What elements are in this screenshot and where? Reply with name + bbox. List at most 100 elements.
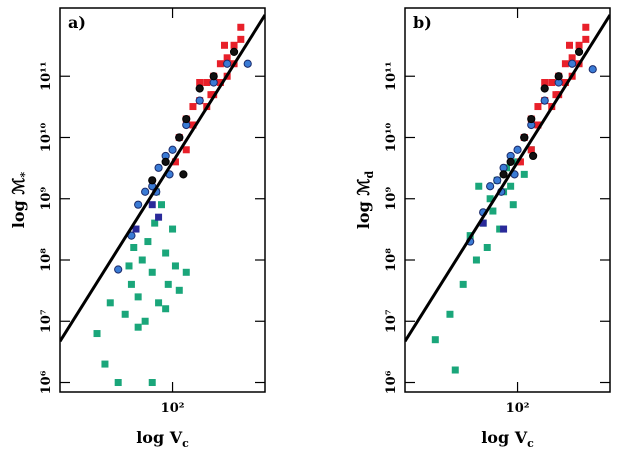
x-axis-label: log Vc xyxy=(136,428,189,450)
point xyxy=(114,379,122,387)
point xyxy=(229,47,239,56)
point xyxy=(141,187,150,196)
point xyxy=(582,23,590,31)
point xyxy=(155,299,163,307)
point xyxy=(582,35,590,43)
x-tick-label: 10² xyxy=(506,401,530,416)
point xyxy=(489,207,497,215)
y-tick-label: 10¹⁰ xyxy=(384,122,399,152)
point xyxy=(175,286,183,294)
x-axis-label: log Vc xyxy=(481,428,534,450)
point xyxy=(182,146,190,154)
point xyxy=(574,47,584,56)
point xyxy=(195,84,204,93)
point xyxy=(520,170,528,178)
panel-label: b) xyxy=(413,13,432,32)
point xyxy=(132,225,140,233)
point xyxy=(125,262,133,270)
point xyxy=(134,323,142,331)
x-axis-label-sub: c xyxy=(527,437,534,450)
point xyxy=(164,280,172,288)
y-tick-label: 10⁹ xyxy=(384,187,399,211)
y-tick-label: 10¹¹ xyxy=(384,61,399,90)
fit-line xyxy=(405,14,610,343)
point xyxy=(230,41,238,49)
point xyxy=(203,79,211,87)
point xyxy=(130,243,138,251)
y-tick-label: 10⁸ xyxy=(384,248,399,272)
point xyxy=(182,268,190,276)
point xyxy=(179,170,188,179)
point xyxy=(527,114,536,124)
y-tick-label: 10⁹ xyxy=(39,187,54,211)
y-axis-label: log ℳd xyxy=(354,171,376,230)
point xyxy=(158,201,166,209)
y-axis-label-text: log ℳ xyxy=(354,179,373,230)
point xyxy=(154,163,163,172)
point xyxy=(237,23,245,31)
point xyxy=(216,60,224,68)
point xyxy=(506,157,515,166)
point xyxy=(548,79,556,87)
point xyxy=(151,219,159,227)
y-axis-label: log ℳ* xyxy=(9,172,31,229)
plot-area xyxy=(60,14,265,387)
y-tick-label: 10⁶ xyxy=(39,370,54,394)
point xyxy=(472,256,480,264)
point xyxy=(237,35,245,43)
point xyxy=(148,176,157,185)
point xyxy=(561,60,569,68)
y-tick-label: 10¹⁰ xyxy=(39,122,54,152)
point xyxy=(101,360,109,368)
x-axis-label-text: log V xyxy=(481,428,528,447)
y-axis-label-sub: d xyxy=(363,171,376,179)
point xyxy=(162,305,170,313)
y-tick-label: 10¹¹ xyxy=(39,61,54,90)
point xyxy=(431,336,439,344)
y-tick-label: 10⁷ xyxy=(384,309,399,333)
point xyxy=(446,310,454,318)
point xyxy=(195,96,204,105)
point xyxy=(171,262,179,270)
point xyxy=(127,280,135,288)
x-tick-label: 10² xyxy=(161,401,185,416)
point xyxy=(134,293,142,301)
point xyxy=(475,182,483,190)
point xyxy=(189,103,197,111)
point xyxy=(148,379,156,387)
fit-line xyxy=(60,14,265,343)
point xyxy=(220,41,228,49)
y-tick-label: 10⁶ xyxy=(384,370,399,394)
point xyxy=(223,59,232,68)
point xyxy=(459,280,467,288)
point xyxy=(162,249,170,257)
plot-frame xyxy=(404,7,611,393)
point xyxy=(141,317,149,325)
point xyxy=(568,59,577,68)
y-axis-label-text: log ℳ xyxy=(9,178,28,229)
point xyxy=(565,41,573,49)
point xyxy=(540,96,549,105)
panel-label: a) xyxy=(68,13,86,32)
point xyxy=(121,310,129,318)
y-axis-label-sub: * xyxy=(18,172,31,178)
point xyxy=(483,243,491,251)
point xyxy=(575,41,583,49)
point xyxy=(513,145,522,154)
point xyxy=(529,151,538,161)
point xyxy=(148,268,156,276)
point xyxy=(451,366,459,374)
point xyxy=(243,59,252,68)
point xyxy=(175,133,184,142)
point xyxy=(182,114,191,124)
point xyxy=(93,330,101,338)
x-axis-label-sub: c xyxy=(182,437,189,450)
point xyxy=(534,103,542,111)
point xyxy=(106,299,114,307)
point xyxy=(209,72,218,81)
plot-area xyxy=(405,14,610,374)
point xyxy=(520,133,529,142)
y-tick-label: 10⁷ xyxy=(39,309,54,333)
point xyxy=(114,265,123,274)
